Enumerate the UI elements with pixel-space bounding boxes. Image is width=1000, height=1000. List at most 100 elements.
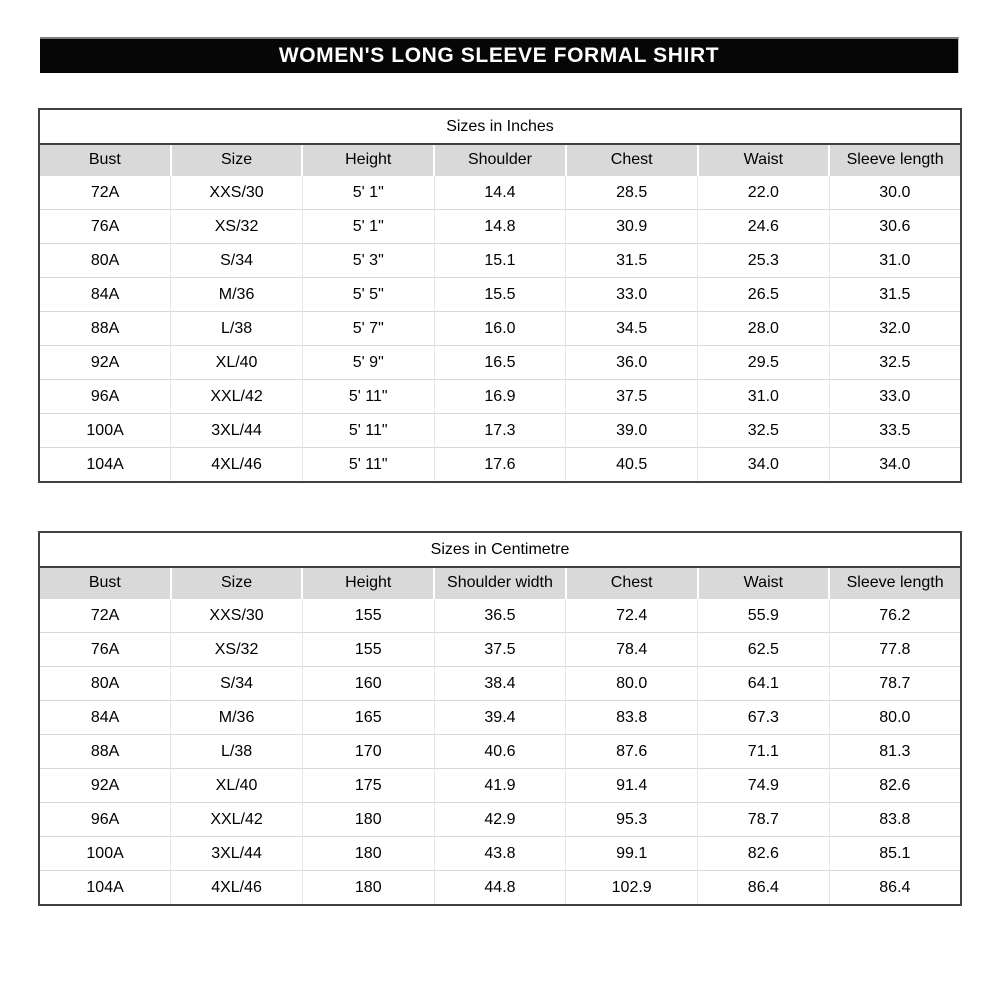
table-cell: 78.7 bbox=[697, 802, 830, 837]
table-row: 76A XS/32 155 37.5 78.4 62.5 77.8 bbox=[39, 632, 961, 667]
table-cell: 78.7 bbox=[828, 666, 961, 701]
table-cell: 78.4 bbox=[565, 632, 698, 667]
table-cell: 31.5 bbox=[565, 243, 698, 278]
table-row: 76A XS/32 5' 1" 14.8 30.9 24.6 30.6 bbox=[39, 209, 961, 244]
title-banner: WOMEN'S LONG SLEEVE FORMAL SHIRT bbox=[40, 37, 959, 73]
table-cell: 14.8 bbox=[433, 209, 566, 244]
column-header: Shoulder bbox=[433, 144, 566, 176]
table-cell: 43.8 bbox=[433, 836, 566, 871]
column-header: Sleeve length bbox=[828, 144, 961, 176]
table-cell: 83.8 bbox=[565, 700, 698, 735]
table-cell: M/36 bbox=[170, 700, 303, 735]
table-cell: XXL/42 bbox=[170, 802, 303, 837]
table-cell: 62.5 bbox=[697, 632, 830, 667]
table-row: 84A M/36 5' 5" 15.5 33.0 26.5 31.5 bbox=[39, 277, 961, 312]
table-cell: 88A bbox=[39, 734, 171, 769]
table-cell: 33.0 bbox=[565, 277, 698, 312]
table-cell: 155 bbox=[301, 632, 435, 667]
column-header: Size bbox=[169, 144, 303, 176]
table-row: 100A 3XL/44 5' 11" 17.3 39.0 32.5 33.5 bbox=[39, 413, 961, 448]
table-cell: 37.5 bbox=[565, 379, 698, 414]
table-cell: 165 bbox=[301, 700, 435, 735]
table-cell: 34.0 bbox=[697, 447, 830, 482]
table-cell: 4XL/46 bbox=[170, 870, 303, 905]
page-title: WOMEN'S LONG SLEEVE FORMAL SHIRT bbox=[278, 44, 720, 67]
table-cell: 24.6 bbox=[697, 209, 830, 244]
table-cell: 5' 11" bbox=[301, 379, 435, 414]
table-cell: 4XL/46 bbox=[170, 447, 303, 482]
table-cell: 29.5 bbox=[697, 345, 830, 380]
column-header: Chest bbox=[564, 144, 698, 176]
table-cell: 16.0 bbox=[433, 311, 566, 346]
table-cell: 28.5 bbox=[565, 175, 698, 210]
table-caption: Sizes in Inches bbox=[39, 109, 961, 145]
table-cell: 82.6 bbox=[697, 836, 830, 871]
table-cell: 74.9 bbox=[697, 768, 830, 803]
table-cell: 77.8 bbox=[828, 632, 961, 667]
table-cell: 25.3 bbox=[697, 243, 830, 278]
table-cell: 28.0 bbox=[697, 311, 830, 346]
table-cell: 104A bbox=[39, 447, 171, 482]
table-cell: 86.4 bbox=[828, 870, 961, 905]
table-cell: 42.9 bbox=[433, 802, 566, 837]
table-cell: 80A bbox=[39, 666, 171, 701]
table-cell: 96A bbox=[39, 802, 171, 837]
size-table-inches: Sizes in Inches Bust Size Height Shoulder Che… bbox=[38, 108, 962, 483]
table-row: 80A S/34 5' 3" 15.1 31.5 25.3 31.0 bbox=[39, 243, 961, 278]
table-header-row: Bust Size Height Shoulder Chest Waist Sleeve l… bbox=[39, 144, 961, 176]
table-row: 88A L/38 170 40.6 87.6 71.1 81.3 bbox=[39, 734, 961, 769]
table-cell: 15.5 bbox=[433, 277, 566, 312]
table-cell: 160 bbox=[301, 666, 435, 701]
table-row: 104A 4XL/46 180 44.8 102.9 86.4 86.4 bbox=[39, 870, 961, 905]
table-cell: 55.9 bbox=[697, 598, 830, 633]
table-cell: 33.5 bbox=[828, 413, 961, 448]
table-cell: 15.1 bbox=[433, 243, 566, 278]
column-header: Chest bbox=[564, 567, 698, 599]
table-cell: 80.0 bbox=[828, 700, 961, 735]
table-cell: 40.6 bbox=[433, 734, 566, 769]
table-cell: 88A bbox=[39, 311, 171, 346]
table-cell: 33.0 bbox=[828, 379, 961, 414]
table-cell: 87.6 bbox=[565, 734, 698, 769]
table-cell: 30.9 bbox=[565, 209, 698, 244]
table-row: 96A XXL/42 180 42.9 95.3 78.7 83.8 bbox=[39, 802, 961, 837]
table-cell: 180 bbox=[301, 870, 435, 905]
table-row: 72A XXS/30 5' 1" 14.4 28.5 22.0 30.0 bbox=[39, 175, 961, 210]
table-row: 72A XXS/30 155 36.5 72.4 55.9 76.2 bbox=[39, 598, 961, 633]
table-cell: 44.8 bbox=[433, 870, 566, 905]
table-cell: 5' 11" bbox=[301, 413, 435, 448]
table-cell: L/38 bbox=[170, 734, 303, 769]
size-table-centimetre: Sizes in Centimetre Bust Size Height Shoulde… bbox=[38, 531, 962, 906]
table-cell: 92A bbox=[39, 345, 171, 380]
table-cell: 104A bbox=[39, 870, 171, 905]
table-cell: 22.0 bbox=[697, 175, 830, 210]
column-header: Shoulder width bbox=[433, 567, 566, 599]
table-cell: 40.5 bbox=[565, 447, 698, 482]
table-caption-row: Sizes in Inches bbox=[39, 109, 961, 145]
table-cell: 30.0 bbox=[828, 175, 961, 210]
table-cell: 96A bbox=[39, 379, 171, 414]
table-row: 104A 4XL/46 5' 11" 17.6 40.5 34.0 34.0 bbox=[39, 447, 961, 482]
table-cell: 16.5 bbox=[433, 345, 566, 380]
table-cell: 5' 5" bbox=[301, 277, 435, 312]
table-cell: XXS/30 bbox=[170, 175, 303, 210]
table-cell: 85.1 bbox=[828, 836, 961, 871]
table-cell: 76.2 bbox=[828, 598, 961, 633]
table-cell: 76A bbox=[39, 632, 171, 667]
table-row: 100A 3XL/44 180 43.8 99.1 82.6 85.1 bbox=[39, 836, 961, 871]
table-row: 80A S/34 160 38.4 80.0 64.1 78.7 bbox=[39, 666, 961, 701]
table-cell: 31.0 bbox=[828, 243, 961, 278]
table-cell: S/34 bbox=[170, 243, 303, 278]
table-caption: Sizes in Centimetre bbox=[39, 532, 961, 568]
table-cell: 86.4 bbox=[697, 870, 830, 905]
table-cell: 34.0 bbox=[828, 447, 961, 482]
table-cell: 36.5 bbox=[433, 598, 566, 633]
table-cell: XXS/30 bbox=[170, 598, 303, 633]
table-cell: 72A bbox=[39, 175, 171, 210]
column-header: Bust bbox=[39, 144, 171, 176]
table-cell: M/36 bbox=[170, 277, 303, 312]
table-cell: S/34 bbox=[170, 666, 303, 701]
table-cell: 170 bbox=[301, 734, 435, 769]
table-cell: 175 bbox=[301, 768, 435, 803]
table-cell: 34.5 bbox=[565, 311, 698, 346]
